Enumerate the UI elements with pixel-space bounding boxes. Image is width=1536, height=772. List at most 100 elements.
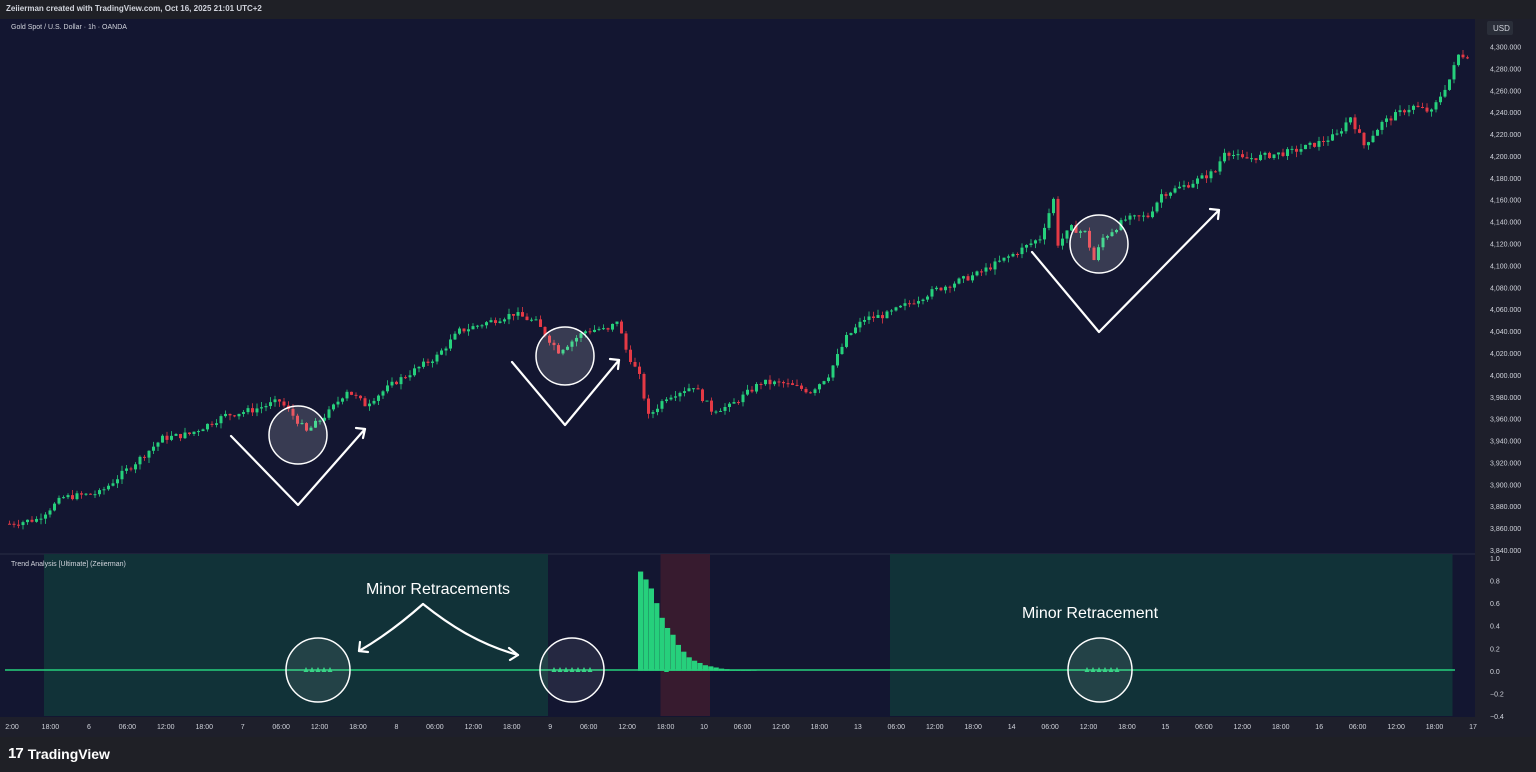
candle-body — [318, 420, 322, 422]
candle-body — [1317, 141, 1321, 147]
candle-body — [1088, 230, 1091, 248]
candle-body — [570, 341, 574, 347]
candle-body — [890, 310, 893, 312]
candle-body — [1097, 247, 1100, 261]
oscillator-bar — [692, 660, 698, 671]
candle-body — [269, 402, 272, 407]
candle-body — [696, 388, 700, 390]
candle-body — [1299, 149, 1303, 152]
candle-body — [161, 435, 164, 443]
oscillator-bar — [643, 579, 649, 671]
candle-body — [1466, 57, 1469, 59]
candle-body — [408, 375, 412, 378]
candle-body — [1115, 229, 1118, 233]
candle-body — [935, 287, 938, 290]
candle-body — [1236, 154, 1240, 156]
oscillator-bar — [702, 665, 708, 671]
osc-tick-label: −0.4 — [1490, 714, 1504, 721]
price-tick-label: 4,020.000 — [1490, 351, 1521, 358]
candle-body — [1007, 256, 1010, 258]
candle-body — [1452, 65, 1456, 80]
candle-body — [192, 431, 196, 435]
time-tick-label: 18:00 — [811, 724, 829, 731]
candle-body — [309, 427, 313, 431]
tradingview-logo[interactable]: 17 TradingView — [8, 745, 110, 762]
candle-body — [462, 328, 466, 332]
candle-body — [1304, 144, 1307, 150]
time-tick-label: 06:00 — [1349, 724, 1367, 731]
candle-body — [989, 267, 992, 270]
candle-body — [471, 326, 475, 330]
candle-body — [575, 337, 578, 342]
candle-body — [791, 383, 794, 385]
trend-triangle — [551, 667, 557, 672]
v-arrow-3-head — [1208, 207, 1221, 221]
candle-body — [1353, 117, 1357, 130]
candle-body — [30, 519, 34, 522]
candle-body — [1164, 194, 1168, 196]
tradingview-logo-icon: 17 — [8, 745, 24, 762]
candle-body — [1344, 122, 1348, 132]
candle-body — [624, 333, 628, 350]
candle-body — [948, 286, 952, 288]
candle-body — [813, 389, 817, 393]
currency-badge[interactable] — [1487, 21, 1513, 35]
time-tick-label: 13 — [854, 724, 862, 731]
candle-body — [732, 402, 736, 404]
osc-tick-label: 0.4 — [1490, 624, 1500, 631]
candle-body — [728, 403, 731, 408]
candle-body — [638, 366, 641, 374]
candle-body — [1277, 152, 1280, 155]
time-tick-label: 06:00 — [1195, 724, 1213, 731]
candle-body — [206, 423, 209, 430]
candle-body — [687, 388, 691, 392]
candle-body — [984, 267, 988, 272]
price-tick-label: 3,840.000 — [1490, 548, 1521, 555]
time-tick-label: 18:00 — [1272, 724, 1290, 731]
oscillator-axis-ticks: 1.0 0.8 0.6 0.4 0.2 0.0 −0.2 −0.4 — [1490, 556, 1504, 721]
candle-body — [921, 299, 925, 302]
candle-body — [768, 379, 772, 385]
candle-body — [822, 381, 826, 385]
candle-body — [197, 431, 200, 433]
time-tick-label: 2:00 — [5, 724, 19, 731]
time-tick-label: 18:00 — [503, 724, 521, 731]
candle-body — [885, 311, 889, 319]
chart-area[interactable]: Gold Spot / U.S. Dollar · 1h · OANDA Tre… — [0, 19, 1536, 737]
price-tick-label: 4,120.000 — [1490, 242, 1521, 249]
candle-body — [435, 354, 439, 362]
candle-body — [683, 391, 686, 393]
candle-body — [242, 412, 245, 414]
candle-body — [395, 381, 398, 385]
candle-body — [1011, 253, 1015, 257]
candle-body — [1331, 134, 1334, 141]
candle-body — [1128, 215, 1132, 220]
chart-svg[interactable]: Gold Spot / U.S. Dollar · 1h · OANDA Tre… — [0, 19, 1536, 737]
time-tick-label: 16 — [1315, 724, 1323, 731]
candle-body — [1461, 54, 1465, 58]
candle-body — [1151, 211, 1154, 218]
candle-body — [494, 320, 497, 323]
top-attribution-bar: Zeiierman created with TradingView.com, … — [0, 0, 1536, 19]
candle-body — [89, 493, 92, 495]
time-tick-label: 06:00 — [272, 724, 290, 731]
price-tick-label: 4,260.000 — [1490, 88, 1521, 95]
candle-body — [1241, 154, 1244, 158]
candle-body — [1250, 158, 1253, 160]
price-tick-label: 4,180.000 — [1490, 176, 1521, 183]
time-tick-label: 12:00 — [1080, 724, 1098, 731]
candle-body — [147, 450, 151, 458]
trend-triangle — [321, 667, 327, 672]
candle-body — [899, 305, 902, 308]
candle-body — [1322, 141, 1325, 143]
candle-body — [966, 276, 970, 281]
candle-body — [246, 408, 250, 413]
candle-body — [1430, 109, 1433, 112]
candle-body — [714, 411, 718, 413]
candle-body — [300, 423, 304, 425]
candle-body — [273, 399, 277, 403]
price-tick-label: 3,920.000 — [1490, 460, 1521, 467]
trend-triangle — [1102, 667, 1108, 672]
candle-body — [498, 321, 502, 323]
candle-body — [102, 489, 106, 491]
